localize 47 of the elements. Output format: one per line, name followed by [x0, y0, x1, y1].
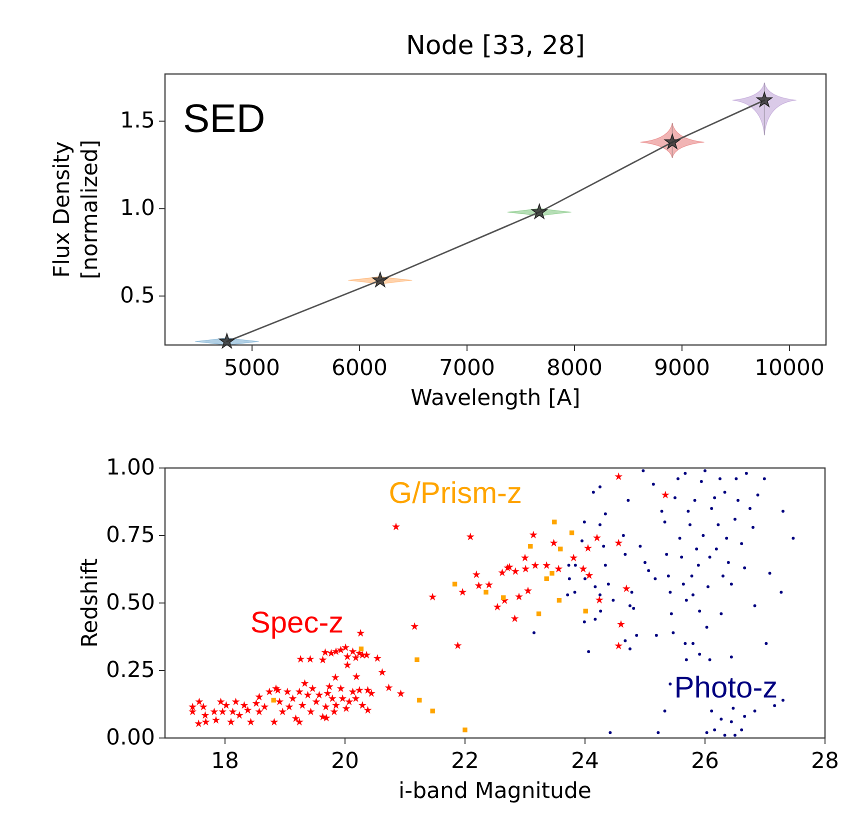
y-tick-label: 1.0: [120, 196, 155, 222]
point: [414, 657, 420, 662]
point: [550, 570, 554, 576]
point: [462, 728, 468, 732]
point: [569, 530, 574, 536]
series-label: Spec-z: [250, 606, 344, 640]
x-tick-label: 10000: [754, 356, 824, 381]
y-tick-label: 0.25: [106, 658, 155, 683]
point: [528, 544, 533, 549]
point: [271, 698, 276, 703]
point: [452, 582, 458, 586]
point: [558, 546, 563, 552]
annotation: SED: [183, 97, 266, 141]
x-axis-title: i-band Magnitude: [398, 779, 592, 804]
point: [358, 646, 364, 652]
y-tick-label: 0.75: [106, 523, 155, 548]
y-tick-label: 1.5: [120, 108, 155, 134]
x-tick-label: 20: [331, 749, 359, 774]
x-axis-title: Wavelength [A]: [410, 386, 580, 411]
series-label: Photo-z: [674, 671, 778, 704]
y-tick-label: 1.00: [106, 456, 155, 480]
x-tick-label: 22: [451, 749, 479, 774]
series-label: G/Prism-z: [388, 476, 522, 510]
x-tick-label: 24: [571, 749, 599, 774]
point: [417, 698, 422, 703]
x-tick-label: 7000: [439, 356, 496, 381]
point: [556, 598, 562, 603]
y-axis-title: Flux Density [normalized]: [50, 140, 103, 280]
point: [552, 520, 557, 524]
x-tick-label: 6000: [332, 356, 388, 381]
point: [544, 576, 549, 582]
point: [430, 708, 435, 714]
x-tick-label: 28: [811, 749, 839, 774]
y-tick-label: 0.5: [120, 284, 155, 309]
y-axis-title: Redshift: [78, 558, 103, 648]
point: [536, 611, 542, 616]
chart-title: Node [33, 28]: [406, 31, 586, 61]
x-tick-label: 5000: [224, 356, 280, 381]
point: [501, 595, 506, 600]
y-tick-label: 0.50: [106, 590, 155, 616]
x-tick-label: 26: [691, 749, 719, 774]
point: [583, 608, 588, 614]
x-tick-label: 8000: [546, 356, 602, 381]
point: [484, 590, 488, 595]
x-tick-label: 18: [211, 749, 239, 774]
x-tick-label: 9000: [654, 356, 710, 381]
y-tick-label: 0.00: [106, 726, 155, 750]
